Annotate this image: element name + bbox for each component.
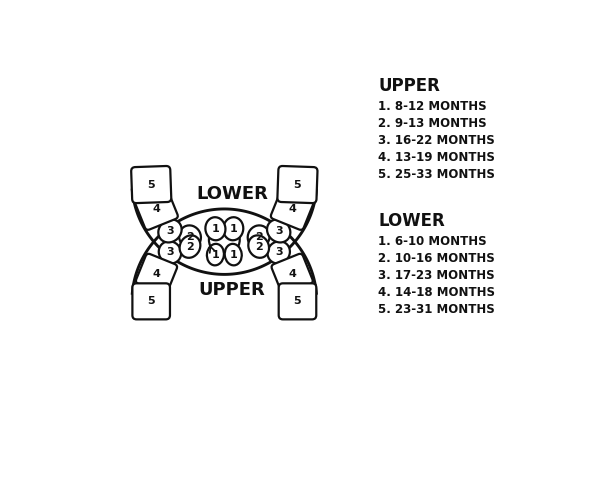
Text: 2. 9-13 MONTHS: 2. 9-13 MONTHS: [378, 117, 487, 130]
Text: UPPER: UPPER: [378, 77, 440, 95]
Ellipse shape: [223, 217, 244, 240]
Ellipse shape: [207, 244, 224, 266]
Text: LOWER: LOWER: [196, 185, 268, 202]
Ellipse shape: [267, 241, 290, 264]
Text: 2: 2: [186, 242, 194, 251]
Text: 3. 16-22 MONTHS: 3. 16-22 MONTHS: [378, 134, 495, 147]
Text: LOWER: LOWER: [378, 212, 445, 229]
FancyBboxPatch shape: [135, 189, 178, 230]
Text: 2. 10-16 MONTHS: 2. 10-16 MONTHS: [378, 252, 495, 265]
Text: 3: 3: [275, 247, 283, 257]
FancyBboxPatch shape: [131, 166, 171, 203]
Text: 3: 3: [275, 226, 283, 236]
FancyBboxPatch shape: [132, 283, 170, 319]
Text: 4: 4: [152, 204, 160, 215]
Ellipse shape: [225, 244, 242, 266]
Text: 5. 23-31 MONTHS: 5. 23-31 MONTHS: [378, 302, 495, 316]
Text: 2: 2: [255, 232, 263, 242]
Ellipse shape: [248, 235, 269, 258]
Text: 5: 5: [147, 296, 155, 306]
Text: 4: 4: [288, 204, 296, 215]
Text: 5: 5: [294, 296, 301, 306]
Text: 1. 6-10 MONTHS: 1. 6-10 MONTHS: [378, 235, 487, 248]
Text: 2: 2: [186, 232, 194, 242]
Text: 2: 2: [255, 242, 263, 251]
Text: 4. 14-18 MONTHS: 4. 14-18 MONTHS: [378, 286, 495, 298]
FancyBboxPatch shape: [278, 283, 316, 319]
Text: 1: 1: [212, 249, 219, 260]
FancyBboxPatch shape: [277, 166, 318, 203]
Text: 1: 1: [230, 249, 237, 260]
Ellipse shape: [159, 220, 182, 243]
Text: UPPER: UPPER: [199, 281, 266, 299]
FancyBboxPatch shape: [136, 254, 177, 294]
Text: 1: 1: [212, 224, 219, 234]
Text: 3: 3: [166, 247, 174, 257]
FancyBboxPatch shape: [271, 189, 313, 230]
Text: 5: 5: [294, 179, 301, 190]
Text: 1: 1: [230, 224, 237, 234]
Ellipse shape: [267, 220, 290, 243]
FancyBboxPatch shape: [272, 254, 313, 294]
Text: 5. 25-33 MONTHS: 5. 25-33 MONTHS: [378, 168, 495, 181]
Ellipse shape: [159, 241, 181, 264]
Text: 4. 13-19 MONTHS: 4. 13-19 MONTHS: [378, 151, 495, 164]
Text: 3: 3: [166, 226, 174, 236]
Ellipse shape: [179, 235, 200, 258]
Ellipse shape: [248, 225, 270, 248]
Ellipse shape: [179, 225, 201, 248]
Text: 5: 5: [147, 179, 155, 190]
Text: 3. 17-23 MONTHS: 3. 17-23 MONTHS: [378, 269, 495, 282]
Ellipse shape: [206, 217, 225, 240]
Text: 4: 4: [152, 269, 160, 279]
Text: 4: 4: [288, 269, 296, 279]
Text: 1. 8-12 MONTHS: 1. 8-12 MONTHS: [378, 100, 487, 113]
